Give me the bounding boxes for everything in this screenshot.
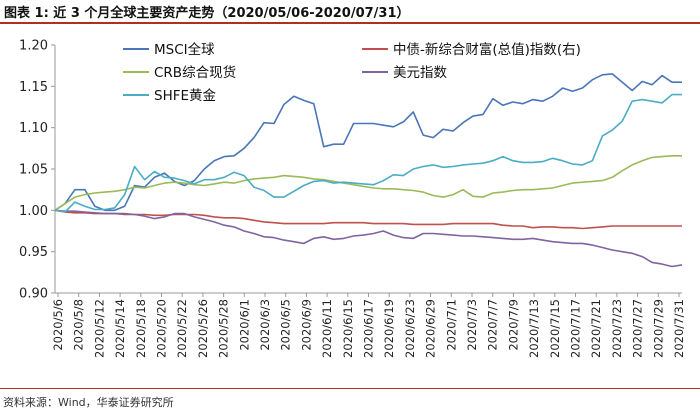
x-tick-label: 2020/6/17 bbox=[362, 299, 376, 358]
x-tick-label: 2020/6/9 bbox=[299, 299, 313, 351]
x-tick-label: 2020/6/3 bbox=[258, 299, 272, 351]
chart-title: 图表 1: 近 3 个月全球主要资产走势（2020/05/06-2020/07/… bbox=[4, 6, 410, 21]
y-tick-label: 1.05 bbox=[19, 163, 48, 178]
legend-label-0: MSCI全球 bbox=[154, 41, 215, 58]
x-tick-label: 2020/5/28 bbox=[217, 299, 231, 358]
x-tick-label: 2020/6/29 bbox=[424, 299, 438, 358]
y-tick-label: 1.15 bbox=[19, 80, 48, 95]
legend: MSCI全球 中债-新综合财富(总值)指数(右) CRB综合现货 美元指数 SHFE黄金 bbox=[123, 41, 581, 104]
x-tick-label: 2020/7/1 bbox=[444, 299, 458, 351]
x-tick-label: 2020/6/19 bbox=[382, 299, 396, 358]
x-tick-label: 2020/5/6 bbox=[51, 299, 65, 351]
x-tick-label: 2020/7/29 bbox=[651, 299, 665, 358]
y-tick-label: 1.10 bbox=[19, 121, 48, 136]
legend-label-1: 中债-新综合财富(总值)指数(右) bbox=[393, 41, 581, 58]
x-tick-label: 2020/7/9 bbox=[506, 299, 520, 351]
x-tick-label: 2020/7/7 bbox=[486, 299, 500, 351]
x-tick-label: 2020/7/31 bbox=[672, 299, 686, 358]
legend-label-3: 美元指数 bbox=[393, 65, 447, 81]
x-tick-label: 2020/7/21 bbox=[589, 299, 603, 358]
y-tick-label: 0.90 bbox=[19, 287, 48, 302]
x-tick-label: 2020/5/8 bbox=[72, 299, 86, 351]
x-tick-label: 2020/6/5 bbox=[279, 299, 293, 351]
x-tick-label: 2020/6/1 bbox=[237, 299, 251, 351]
series-line-2 bbox=[54, 155, 682, 211]
x-tick-label: 2020/7/27 bbox=[631, 299, 645, 358]
series-line-0 bbox=[54, 73, 682, 212]
x-tick-label: 2020/6/11 bbox=[320, 299, 334, 358]
y-tick-label: 1.00 bbox=[19, 204, 48, 219]
source-note: 资料来源：Wind，华泰证券研究所 bbox=[3, 396, 174, 409]
x-tick-label: 2020/7/17 bbox=[569, 299, 583, 358]
x-tick-label: 2020/6/23 bbox=[403, 299, 417, 358]
x-tick-label: 2020/5/18 bbox=[134, 299, 148, 358]
x-tick-label: 2020/5/22 bbox=[175, 299, 189, 358]
footer-divider bbox=[0, 388, 700, 389]
x-tick-label: 2020/5/26 bbox=[196, 299, 210, 358]
x-tick-label: 2020/5/20 bbox=[155, 299, 169, 358]
series-layer bbox=[54, 73, 683, 268]
x-tick-label: 2020/6/15 bbox=[341, 299, 355, 358]
y-tick-label: 1.20 bbox=[19, 39, 48, 54]
x-tick-label: 2020/5/14 bbox=[113, 299, 127, 358]
legend-label-4: SHFE黄金 bbox=[154, 88, 217, 104]
axes: 0.90 0.95 1.00 1.05 1.10 1.15 1.20 2020/5/6 2020… bbox=[19, 39, 686, 358]
line-chart: 0.90 0.95 1.00 1.05 1.10 1.15 1.20 2020/5/6 2020… bbox=[19, 39, 686, 358]
x-tick-label: 2020/7/13 bbox=[527, 299, 541, 358]
series-line-4 bbox=[54, 93, 682, 213]
x-tick-label: 2020/7/23 bbox=[610, 299, 624, 358]
x-tick-label: 2020/7/15 bbox=[548, 299, 562, 358]
y-tick-label: 0.95 bbox=[19, 245, 48, 260]
series-line-3 bbox=[54, 209, 683, 268]
series-line-1 bbox=[54, 209, 682, 230]
legend-label-2: CRB综合现货 bbox=[154, 64, 236, 81]
title-divider bbox=[0, 22, 700, 24]
x-tick-label: 2020/7/3 bbox=[465, 299, 479, 351]
x-tick-label: 2020/5/12 bbox=[92, 299, 106, 358]
